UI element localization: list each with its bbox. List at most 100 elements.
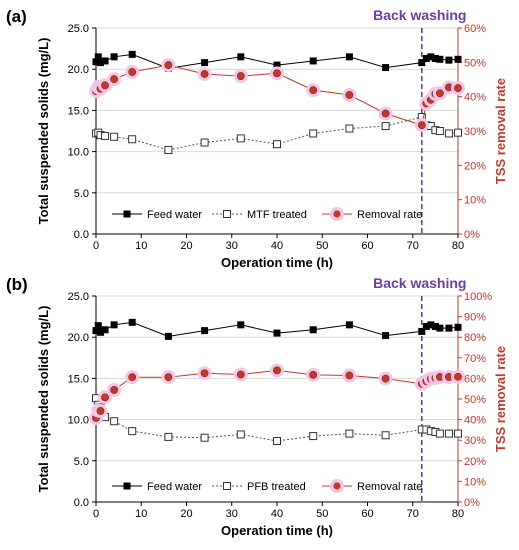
series-square-filled	[92, 50, 462, 72]
data-point	[381, 374, 390, 383]
data-point	[431, 322, 439, 330]
data-point	[236, 430, 245, 439]
panel-label: (a)	[6, 7, 27, 26]
legend-marker	[333, 210, 341, 218]
data-point	[273, 140, 281, 149]
data-point	[435, 127, 444, 135]
data-point	[382, 64, 390, 72]
y2-tick-label: 10%	[464, 476, 486, 488]
x-tick-label: 40	[271, 240, 283, 252]
x-tick-label: 60	[361, 508, 373, 520]
data-point	[96, 407, 105, 415]
data-point	[236, 134, 245, 143]
data-point	[237, 53, 245, 61]
data-point	[273, 366, 281, 375]
y-tick-label: 15.0	[68, 105, 89, 117]
data-point	[164, 332, 172, 340]
data-point	[273, 437, 281, 446]
y-tick-label: 5.0	[74, 456, 89, 468]
data-point	[454, 429, 462, 438]
data-point	[418, 327, 426, 335]
y2-tick-label: 40%	[464, 415, 486, 427]
y2-axis-title: TSS removal rate	[493, 346, 508, 452]
y2-axis-title: TSS removal rate	[493, 78, 508, 184]
data-point	[101, 326, 109, 334]
data-point	[92, 327, 100, 335]
y-tick-label: 20.0	[68, 64, 89, 76]
y-tick-label: 25.0	[68, 291, 89, 303]
panel-label: (b)	[6, 275, 28, 294]
x-tick-label: 80	[452, 240, 464, 252]
data-point	[435, 89, 444, 98]
data-point	[345, 321, 353, 329]
legend-marker	[223, 482, 231, 490]
data-point	[101, 57, 109, 65]
data-point	[164, 61, 173, 69]
data-point	[273, 329, 281, 337]
data-point	[101, 131, 110, 140]
y-axis-title: Total suspended solids (mg/L)	[36, 38, 51, 225]
data-point	[128, 50, 136, 58]
x-tick-label: 50	[316, 508, 328, 520]
data-point	[309, 57, 317, 65]
data-point	[164, 145, 173, 154]
data-point	[454, 128, 462, 137]
y2-tick-label: 100%	[464, 291, 492, 303]
data-point	[422, 322, 430, 330]
data-point	[92, 58, 100, 66]
data-point	[444, 129, 453, 138]
x-tick-label: 10	[135, 240, 147, 252]
y-tick-label: 25.0	[68, 23, 89, 35]
data-point	[200, 433, 209, 442]
data-point	[97, 328, 105, 336]
y2-tick-label: 80%	[464, 332, 486, 344]
y-tick-label: 0.0	[74, 497, 89, 509]
panel-b: 0.0 5.0 10.0 15.0 20.0 25.0 0% 10% 20% 30% 40% 50% 6…	[6, 275, 508, 538]
legend-label: Feed water	[147, 209, 202, 221]
x-tick-label: 70	[407, 508, 419, 520]
backwash-annotation: Back washing	[373, 7, 466, 23]
y2-tick-label: 50%	[464, 57, 486, 69]
y2-tick-label: 40%	[464, 92, 486, 104]
x-tick-label: 10	[135, 508, 147, 520]
data-point	[128, 373, 137, 382]
data-point	[201, 327, 209, 335]
data-point	[200, 138, 209, 147]
x-tick-label: 70	[407, 240, 419, 252]
backwash-annotation: Back washing	[373, 275, 466, 291]
data-point	[427, 53, 435, 61]
series-circle-filled	[89, 363, 465, 425]
x-axis-title: Operation time (h)	[221, 255, 333, 270]
data-point	[422, 54, 430, 62]
data-point	[381, 109, 390, 118]
legend-marker	[123, 482, 131, 490]
y-tick-label: 20.0	[68, 332, 89, 344]
data-point	[97, 59, 105, 67]
data-point	[454, 84, 462, 92]
data-point	[345, 429, 354, 438]
data-point	[94, 322, 102, 330]
data-point	[309, 432, 318, 441]
data-point	[237, 321, 245, 329]
data-point	[345, 371, 354, 380]
y2-tick-label: 20%	[464, 456, 486, 468]
y2-tick-label: 30%	[464, 435, 486, 447]
data-point	[110, 75, 118, 84]
data-point	[128, 318, 136, 326]
data-point	[309, 129, 318, 138]
legend-marker	[223, 210, 231, 218]
data-point	[128, 427, 137, 436]
data-point	[417, 121, 426, 130]
data-point	[110, 417, 119, 426]
data-point	[427, 321, 435, 329]
y2-tick-label: 90%	[464, 312, 486, 324]
data-point	[273, 61, 281, 69]
data-point	[436, 55, 444, 63]
y-tick-label: 10.0	[68, 415, 89, 427]
data-point	[454, 323, 462, 331]
y2-tick-label: 20%	[464, 160, 486, 172]
legend-label: MTF treated	[247, 209, 307, 221]
y-axis-title: Total suspended solids (mg/L)	[36, 306, 51, 493]
x-tick-label: 0	[93, 240, 99, 252]
y-tick-label: 5.0	[74, 188, 89, 200]
